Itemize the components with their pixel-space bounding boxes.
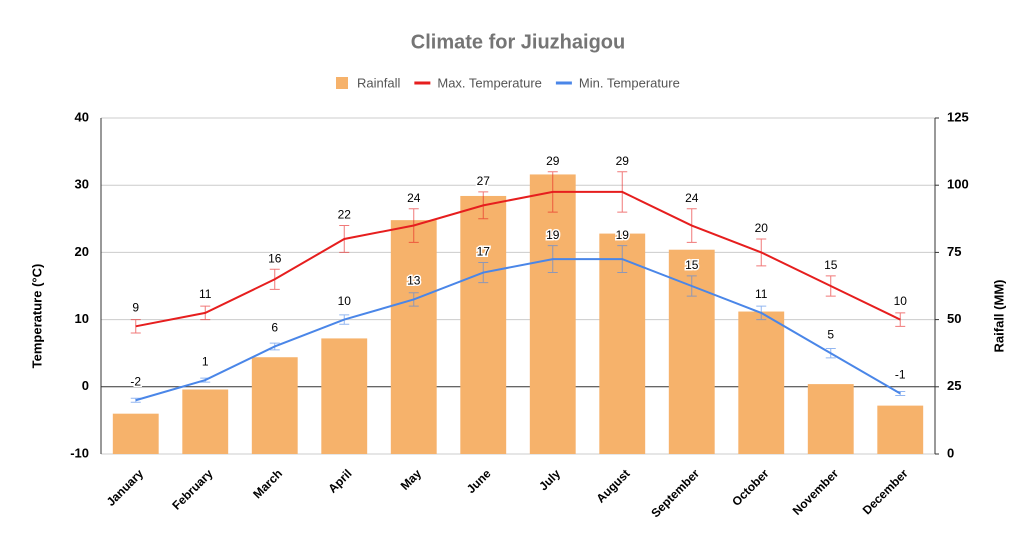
- data-label: 27: [477, 174, 491, 188]
- data-label: 19: [546, 228, 560, 242]
- error-bar: [130, 397, 141, 403]
- error-bar: [617, 245, 628, 274]
- bar: [390, 220, 437, 454]
- data-label: 10: [894, 294, 908, 308]
- data-label: 5: [827, 327, 834, 341]
- data-label: -2: [130, 374, 141, 388]
- data-label: 10: [338, 294, 352, 308]
- error-bar: [547, 171, 558, 213]
- data-label: 20: [755, 221, 769, 235]
- y-tick-label: -10: [70, 445, 89, 460]
- data-label: 9: [132, 300, 139, 314]
- y2-tick-label: 0: [947, 445, 954, 460]
- error-bar: [269, 268, 280, 290]
- error-bar: [756, 238, 767, 267]
- data-label: 11: [199, 287, 212, 301]
- error-bar: [130, 319, 141, 334]
- error-bar: [825, 275, 836, 297]
- bar: [738, 311, 785, 454]
- error-bar: [756, 305, 767, 321]
- bar: [251, 357, 298, 454]
- error-bar: [478, 261, 489, 284]
- line: [135, 190, 901, 328]
- y2-tick-label: 50: [947, 311, 961, 326]
- legend-label: Max. Temperature: [437, 75, 542, 90]
- bar: [877, 405, 924, 454]
- error-bar: [895, 391, 906, 397]
- error-bar: [339, 314, 350, 325]
- error-bar: [408, 292, 419, 307]
- error-bar: [408, 208, 419, 243]
- data-label: 13: [407, 274, 421, 288]
- data-label: 29: [616, 154, 630, 168]
- bar: [460, 195, 507, 454]
- error-bar: [686, 275, 697, 297]
- error-bar: [617, 171, 628, 213]
- error-bar: [269, 342, 280, 351]
- y2-tick-label: 75: [947, 244, 961, 259]
- data-label: 19: [616, 228, 630, 242]
- chart-title: Climate for Jiuzhaigou: [411, 31, 625, 53]
- y2-tick-label: 25: [947, 378, 961, 393]
- data-label: 16: [268, 251, 282, 265]
- bar: [807, 384, 854, 454]
- bar: [529, 174, 576, 454]
- data-label: 24: [407, 191, 421, 205]
- error-bar: [825, 347, 836, 359]
- error-bar: [200, 377, 211, 383]
- y-tick-label: 0: [82, 378, 89, 393]
- data-label: 11: [755, 287, 768, 301]
- y2-tick-label: 125: [947, 109, 969, 124]
- line: [135, 258, 901, 402]
- data-label: 1: [202, 354, 209, 368]
- bar: [112, 413, 159, 454]
- data-label: 22: [338, 208, 352, 222]
- error-bar: [478, 191, 489, 220]
- y-tick-label: 10: [75, 311, 89, 326]
- error-bar: [339, 225, 350, 253]
- error-bar: [547, 245, 558, 274]
- data-label: 24: [685, 191, 699, 205]
- y-axis-title: Temperature (°C): [29, 264, 44, 369]
- error-bar: [686, 208, 697, 243]
- data-label: 29: [546, 154, 560, 168]
- data-label: 15: [685, 258, 699, 272]
- legend-swatch: [336, 77, 348, 89]
- bar: [321, 338, 368, 454]
- data-label: 15: [824, 258, 838, 272]
- y2-axis-title: Raifall (MM): [991, 280, 1006, 353]
- bar: [182, 389, 229, 454]
- y-tick-label: 30: [75, 177, 89, 192]
- legend-label: Rainfall: [357, 75, 400, 90]
- error-bar: [200, 305, 211, 321]
- y2-tick-label: 100: [947, 177, 969, 192]
- legend-label: Min. Temperature: [579, 75, 680, 90]
- data-label: 6: [271, 321, 278, 335]
- y-tick-label: 20: [75, 244, 89, 259]
- data-label: 17: [477, 245, 491, 259]
- data-label: -1: [895, 368, 906, 382]
- y-tick-label: 40: [75, 109, 89, 124]
- error-bar: [895, 312, 906, 327]
